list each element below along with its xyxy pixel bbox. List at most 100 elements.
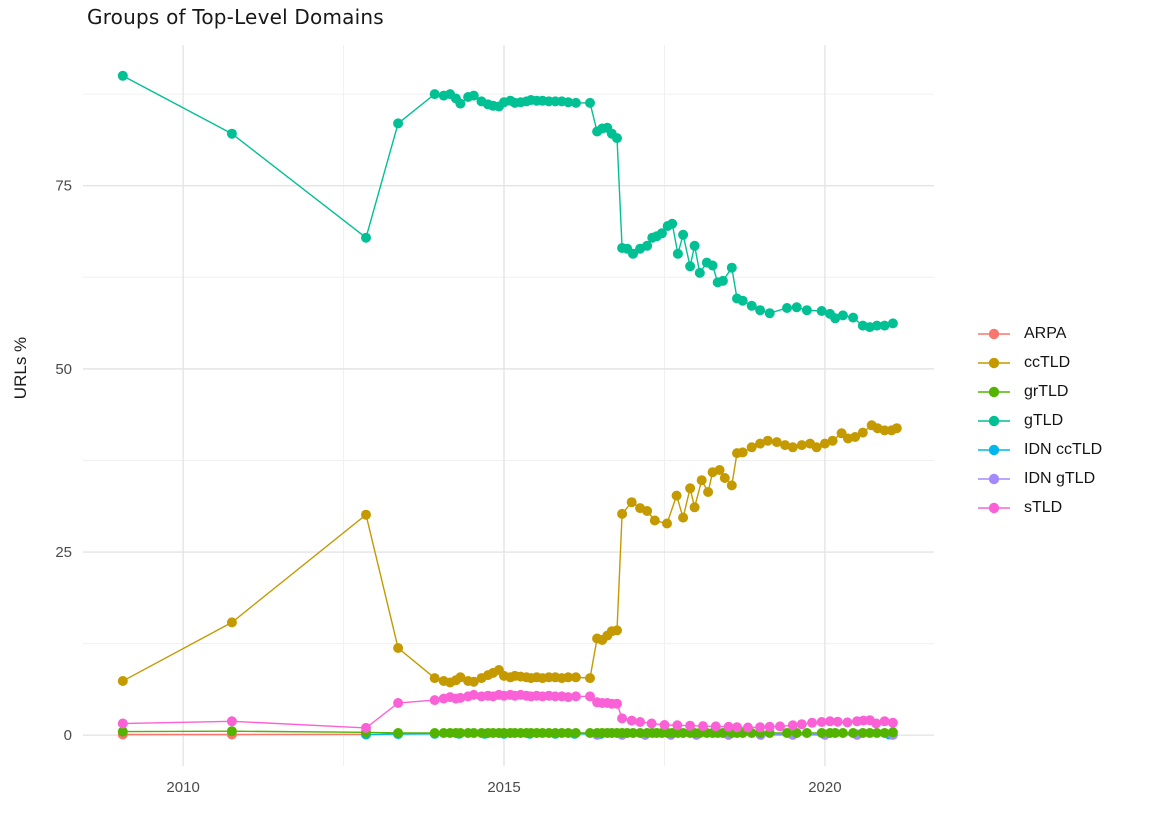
series-grtld-point bbox=[635, 728, 646, 738]
series-cctld-point bbox=[787, 442, 798, 453]
series-grtld-point bbox=[455, 728, 466, 738]
series-grtld-point bbox=[570, 728, 581, 738]
series-grtld-point bbox=[226, 726, 237, 737]
series-stld-point bbox=[764, 721, 775, 732]
legend: ARPA ccTLD grTLD gTLD IDN ccTLD IDN gTLD sTLD bbox=[977, 319, 1102, 522]
legend-key-cctld-icon bbox=[978, 357, 1010, 368]
series-stld-point bbox=[825, 716, 835, 727]
y-tick-label: 0 bbox=[64, 727, 72, 744]
series-cctld-point bbox=[726, 480, 737, 491]
legend-key-dot bbox=[988, 357, 1000, 368]
series-grtld-point bbox=[887, 727, 898, 738]
series-cctld-point bbox=[226, 617, 237, 628]
series-stld-point bbox=[710, 721, 721, 732]
series-stld-point bbox=[755, 722, 766, 733]
legend-item-grtld: grTLD bbox=[977, 377, 1102, 406]
legend-item-idn-gtld: IDN gTLD bbox=[977, 464, 1102, 493]
series-cctld-point bbox=[879, 425, 890, 436]
series-cctld-point bbox=[662, 518, 672, 529]
y-tick-label: 25 bbox=[55, 544, 72, 561]
series-grtld-point bbox=[879, 728, 890, 738]
series-stld-point bbox=[585, 691, 595, 702]
series-gtld-point bbox=[746, 300, 757, 311]
series-cctld-point bbox=[755, 438, 766, 449]
series-grtld-point bbox=[393, 728, 404, 738]
series-gtld-point bbox=[764, 308, 775, 319]
series-grtld-point bbox=[791, 728, 802, 738]
series-cctld-point bbox=[563, 672, 574, 683]
series-stld-point bbox=[796, 719, 807, 730]
series-stld-point bbox=[617, 713, 628, 724]
series-cctld-point bbox=[737, 447, 748, 458]
series-cctld-point bbox=[771, 437, 782, 448]
series-cctld-point bbox=[780, 440, 791, 451]
series-stld-point bbox=[775, 721, 785, 732]
series-stld-point bbox=[807, 717, 818, 728]
legend-key-arpa-icon bbox=[978, 328, 1010, 339]
series-stld-point bbox=[732, 722, 742, 733]
series-gtld-point bbox=[642, 240, 653, 251]
legend-item-cctld: ccTLD bbox=[977, 348, 1102, 377]
series-stld-point bbox=[871, 718, 882, 729]
series-cctld-point bbox=[361, 509, 371, 520]
series-grtld-point bbox=[857, 728, 868, 738]
series-gtld-point bbox=[755, 305, 766, 316]
series-cctld-point bbox=[117, 676, 128, 686]
series-grtld-point bbox=[782, 728, 792, 738]
series-stld-point bbox=[659, 720, 670, 730]
legend-label: sTLD bbox=[1024, 498, 1063, 516]
legend-key-grtld-icon bbox=[978, 386, 1010, 397]
series-stld-point bbox=[117, 718, 128, 729]
legend-key-dot bbox=[988, 328, 1000, 339]
series-cctld-point bbox=[857, 427, 868, 438]
series-cctld-point bbox=[612, 625, 622, 636]
legend-label: gTLD bbox=[1024, 411, 1064, 429]
series-stld-point bbox=[361, 722, 371, 733]
legend-item-idn-cctld: IDN ccTLD bbox=[977, 435, 1102, 464]
x-tick-label: 2010 bbox=[166, 779, 199, 796]
x-tick-label: 2020 bbox=[808, 779, 841, 796]
series-stld-point bbox=[612, 698, 622, 709]
series-gtld-point bbox=[570, 97, 581, 108]
series-cctld-point bbox=[585, 673, 595, 684]
series-cctld-point bbox=[455, 672, 466, 683]
series-gtld-point bbox=[678, 229, 689, 240]
series-cctld-point bbox=[796, 440, 807, 451]
series-cctld-point bbox=[671, 490, 682, 501]
series-gtld-point bbox=[791, 302, 802, 313]
series-gtld-point bbox=[801, 305, 812, 316]
legend-item-stld: sTLD bbox=[977, 493, 1102, 522]
series-cctld-point bbox=[685, 483, 696, 494]
series-gtld-point bbox=[694, 267, 705, 278]
series-cctld-point bbox=[891, 423, 902, 434]
series-gtld-point bbox=[782, 303, 792, 313]
series-grtld-point bbox=[816, 728, 827, 738]
series-gtld-line bbox=[122, 75, 894, 328]
series-gtld-point bbox=[672, 248, 683, 259]
series-gtld-point bbox=[226, 128, 237, 139]
series-stld-point bbox=[742, 722, 753, 733]
series-cctld-point bbox=[850, 432, 861, 442]
series-gtld-point bbox=[717, 275, 728, 286]
series-grtld-point bbox=[563, 728, 574, 738]
x-tick-label: 2015 bbox=[487, 779, 520, 796]
series-stld-point bbox=[698, 721, 708, 732]
y-tick-label: 50 bbox=[55, 361, 72, 378]
series-cctld-point bbox=[746, 442, 757, 453]
series-stld-point bbox=[429, 695, 440, 706]
legend-key-dot bbox=[988, 502, 1000, 513]
series-grtld-point bbox=[468, 728, 479, 738]
series-cctld-point bbox=[811, 442, 822, 453]
series-cctld-point bbox=[393, 643, 404, 653]
legend-label: ccTLD bbox=[1024, 353, 1071, 371]
series-gtld-point bbox=[830, 313, 841, 324]
legend-item-arpa: ARPA bbox=[977, 319, 1102, 348]
series-gtld-point bbox=[117, 70, 128, 81]
series-stld-point bbox=[570, 691, 581, 702]
series-grtld-point bbox=[628, 728, 638, 738]
series-grtld-point bbox=[848, 728, 859, 738]
series-gtld-point bbox=[737, 295, 748, 306]
series-stld-point bbox=[393, 698, 404, 708]
series-cctld-point bbox=[649, 515, 660, 526]
series-stld-point bbox=[468, 689, 479, 700]
